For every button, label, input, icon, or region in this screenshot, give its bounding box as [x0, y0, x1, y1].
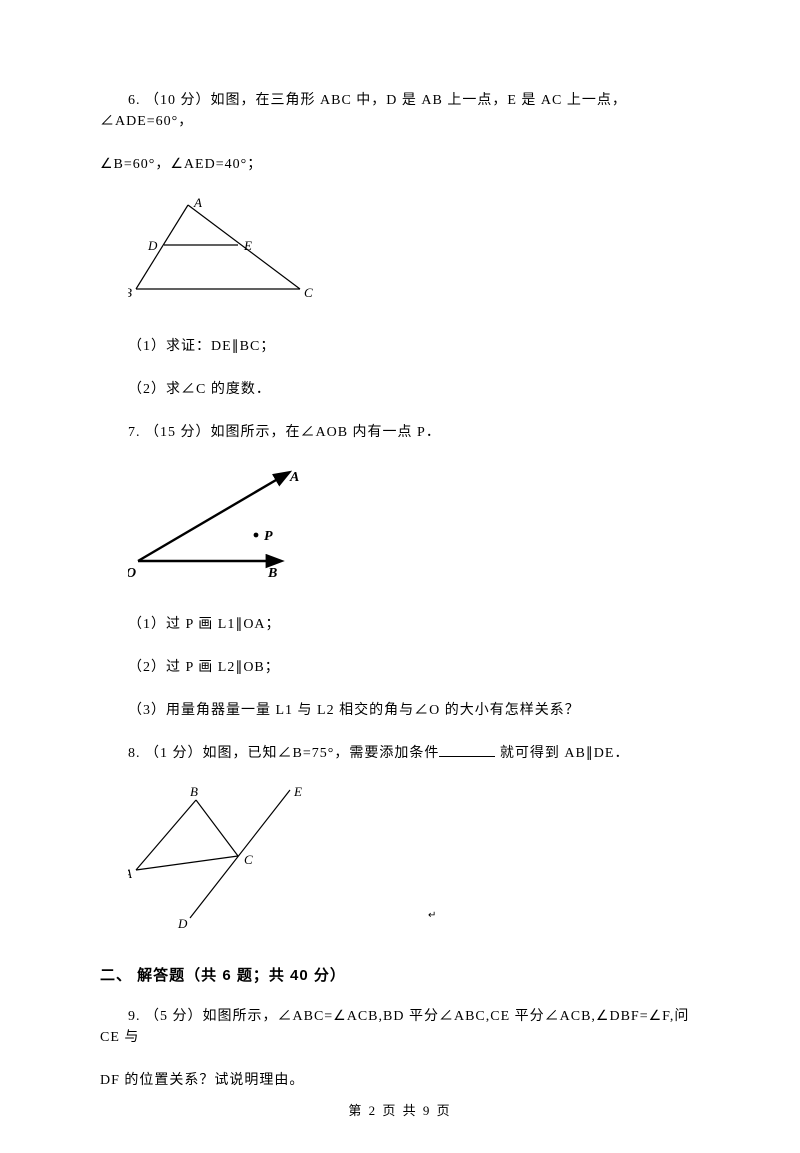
label-d3: D — [177, 916, 188, 931]
tiny-mark: ↵ — [428, 910, 436, 921]
q8-header-a: 8. （1 分）如图，已知∠B=75°，需要添加条件 — [128, 746, 439, 761]
fill-blank — [439, 744, 495, 757]
page-footer: 第 2 页 共 9 页 — [0, 1101, 800, 1121]
parallel-lines-figure: A B C D E ↵ — [128, 786, 468, 936]
page: 6. （10 分）如图，在三角形 ABC 中，D 是 AB 上一点，E 是 AC… — [0, 0, 800, 1153]
q6-sub2: （2）求∠C 的度数． — [100, 379, 700, 400]
q6-sub1: （1）求证：DE∥BC； — [100, 336, 700, 357]
label-d: D — [147, 238, 158, 253]
angle-aob-figure: O A B P — [128, 465, 328, 585]
label-b2: B — [267, 566, 277, 581]
q7-figure: O A B P — [128, 465, 700, 592]
q9-line2: DF 的位置关系？试说明理由。 — [100, 1070, 700, 1091]
q7-header: 7. （15 分）如图所示，在∠AOB 内有一点 P． — [100, 422, 700, 443]
label-o: O — [128, 566, 136, 581]
q7-sub1: （1）过 P 画 L1∥OA； — [100, 614, 700, 635]
q8-header: 8. （1 分）如图，已知∠B=75°，需要添加条件 就可得到 AB∥DE． — [100, 743, 700, 764]
q8-header-b: 就可得到 AB∥DE． — [495, 746, 629, 761]
q6-line2: ∠B=60°，∠AED=40°； — [100, 154, 700, 175]
label-e: E — [243, 238, 252, 253]
label-a3: A — [128, 866, 132, 881]
triangle-abc-figure: A D E B C — [128, 197, 328, 307]
label-c3: C — [244, 852, 253, 867]
q6-figure: A D E B C — [128, 197, 700, 314]
label-b: B — [128, 285, 132, 300]
label-e3: E — [293, 786, 302, 799]
section2-heading: 二、 解答题（共 6 题；共 40 分） — [100, 965, 700, 988]
label-c: C — [304, 285, 313, 300]
label-b3: B — [190, 786, 198, 799]
label-a2: A — [289, 470, 299, 485]
q7-sub2: （2）过 P 画 L2∥OB； — [100, 657, 700, 678]
q7-sub3: （3）用量角器量一量 L1 与 L2 相交的角与∠O 的大小有怎样关系？ — [100, 700, 700, 721]
label-a: A — [193, 197, 202, 210]
q6-header: 6. （10 分）如图，在三角形 ABC 中，D 是 AB 上一点，E 是 AC… — [100, 90, 700, 132]
q9-line1: 9. （5 分）如图所示，∠ABC=∠ACB,BD 平分∠ABC,CE 平分∠A… — [100, 1006, 700, 1048]
q8-figure: A B C D E ↵ — [128, 786, 700, 943]
label-p: P — [264, 529, 273, 544]
